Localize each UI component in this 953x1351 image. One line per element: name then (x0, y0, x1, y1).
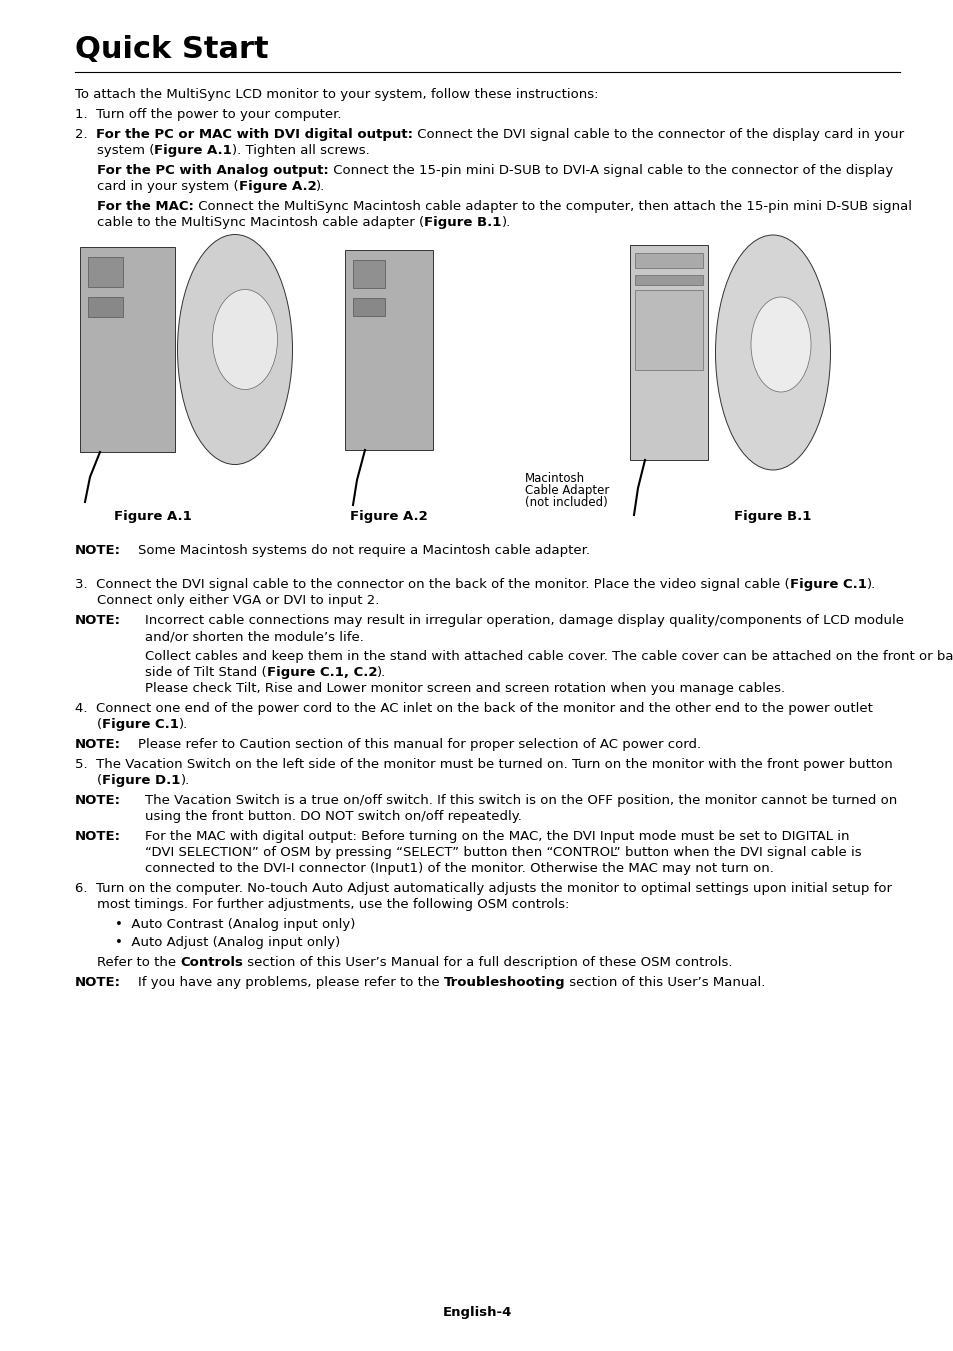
Text: NOTE:: NOTE: (75, 830, 121, 843)
Text: Controls: Controls (180, 957, 243, 969)
Text: Please check Tilt, Rise and Lower monitor screen and screen rotation when you ma: Please check Tilt, Rise and Lower monito… (145, 682, 784, 694)
Ellipse shape (213, 289, 277, 389)
Text: card in your system (: card in your system ( (97, 180, 238, 193)
Text: Figure A.2: Figure A.2 (350, 509, 428, 523)
Text: “DVI SELECTION” of OSM by pressing “SELECT” button then “CONTROL” button when th: “DVI SELECTION” of OSM by pressing “SELE… (145, 846, 861, 859)
Text: 3.  Connect the DVI signal cable to the connector on the back of the monitor. Pl: 3. Connect the DVI signal cable to the c… (75, 578, 789, 590)
Text: ).: ). (179, 717, 188, 731)
Text: ).: ). (180, 774, 190, 788)
Text: Figure B.1: Figure B.1 (734, 509, 811, 523)
Text: Cable Adapter: Cable Adapter (524, 484, 609, 497)
Text: section of this User’s Manual.: section of this User’s Manual. (565, 975, 765, 989)
Text: 6.  Turn on the computer. No-touch Auto Adjust automatically adjusts the monitor: 6. Turn on the computer. No-touch Auto A… (75, 882, 891, 894)
Text: section of this User’s Manual for a full description of these OSM controls.: section of this User’s Manual for a full… (243, 957, 732, 969)
Text: Connect the DVI signal cable to the connector of the display card in your: Connect the DVI signal cable to the conn… (413, 128, 903, 141)
Text: Figure A.1: Figure A.1 (113, 509, 192, 523)
Text: ). Tighten all screws.: ). Tighten all screws. (232, 145, 370, 157)
Text: 2.: 2. (75, 128, 96, 141)
Text: Figure C.1: Figure C.1 (102, 717, 179, 731)
Text: (: ( (97, 717, 102, 731)
Text: Figure C.1, C.2: Figure C.1, C.2 (266, 666, 376, 680)
Text: ).: ). (376, 666, 386, 680)
Text: Connect the MultiSync Macintosh cable adapter to the computer, then attach the 1: Connect the MultiSync Macintosh cable ad… (193, 200, 911, 213)
Text: 1.  Turn off the power to your computer.: 1. Turn off the power to your computer. (75, 108, 341, 122)
Text: Connect the 15-pin mini D-SUB to DVI-A signal cable to the connector of the disp: Connect the 15-pin mini D-SUB to DVI-A s… (329, 163, 892, 177)
Bar (629, 245, 707, 459)
Bar (345, 250, 433, 450)
Text: ).: ). (316, 180, 325, 193)
Text: Please refer to Caution section of this manual for proper selection of AC power : Please refer to Caution section of this … (121, 738, 700, 751)
Text: To attach the MultiSync LCD monitor to your system, follow these instructions:: To attach the MultiSync LCD monitor to y… (75, 88, 598, 101)
Text: Figure D.1: Figure D.1 (102, 774, 180, 788)
Text: cable to the MultiSync Macintosh cable adapter (: cable to the MultiSync Macintosh cable a… (97, 216, 424, 230)
Text: Quick Start: Quick Start (75, 35, 269, 63)
Text: (: ( (97, 774, 102, 788)
Bar (88, 297, 123, 317)
Text: •  Auto Contrast (Analog input only): • Auto Contrast (Analog input only) (115, 917, 355, 931)
Text: Figure A.2: Figure A.2 (238, 180, 316, 193)
Bar (635, 276, 702, 285)
Bar (80, 247, 174, 453)
Text: •  Auto Adjust (Analog input only): • Auto Adjust (Analog input only) (115, 936, 340, 948)
Text: Figure C.1: Figure C.1 (789, 578, 865, 590)
Text: NOTE:: NOTE: (75, 975, 121, 989)
Text: NOTE:: NOTE: (75, 544, 121, 557)
Text: ).: ). (865, 578, 875, 590)
Text: side of Tilt Stand (: side of Tilt Stand ( (145, 666, 266, 680)
Text: and/or shorten the module’s life.: and/or shorten the module’s life. (145, 630, 363, 643)
Bar (353, 259, 385, 288)
Text: Refer to the: Refer to the (97, 957, 180, 969)
Ellipse shape (177, 235, 293, 465)
Text: English-4: English-4 (442, 1306, 511, 1319)
Text: NOTE:: NOTE: (75, 613, 121, 627)
Text: Figure A.1: Figure A.1 (154, 145, 232, 157)
Text: 5.  The Vacation Switch on the left side of the monitor must be turned on. Turn : 5. The Vacation Switch on the left side … (75, 758, 892, 771)
Text: For the PC with Analog output:: For the PC with Analog output: (97, 163, 329, 177)
Bar (353, 299, 385, 316)
Text: Collect cables and keep them in the stand with attached cable cover. The cable c: Collect cables and keep them in the stan… (145, 650, 953, 663)
Text: Macintosh: Macintosh (524, 471, 584, 485)
Text: connected to the DVI-I connector (Input1) of the monitor. Otherwise the MAC may : connected to the DVI-I connector (Input1… (145, 862, 773, 875)
Bar (635, 290, 702, 370)
Ellipse shape (715, 235, 830, 470)
Text: ).: ). (501, 216, 510, 230)
Text: For the PC or MAC with DVI digital output:: For the PC or MAC with DVI digital outpu… (96, 128, 413, 141)
Text: Incorrect cable connections may result in irregular operation, damage display qu: Incorrect cable connections may result i… (145, 613, 903, 627)
Text: For the MAC:: For the MAC: (97, 200, 193, 213)
Text: The Vacation Switch is a true on/off switch. If this switch is on the OFF positi: The Vacation Switch is a true on/off swi… (145, 794, 897, 807)
Text: Connect only either VGA or DVI to input 2.: Connect only either VGA or DVI to input … (97, 594, 379, 607)
Bar (88, 257, 123, 286)
Text: most timings. For further adjustments, use the following OSM controls:: most timings. For further adjustments, u… (97, 898, 569, 911)
Text: 4.  Connect one end of the power cord to the AC inlet on the back of the monitor: 4. Connect one end of the power cord to … (75, 703, 872, 715)
Ellipse shape (750, 297, 810, 392)
Text: NOTE:: NOTE: (75, 794, 121, 807)
Bar (635, 253, 702, 267)
Text: Figure B.1: Figure B.1 (424, 216, 501, 230)
Text: system (: system ( (97, 145, 154, 157)
Text: Troubleshooting: Troubleshooting (443, 975, 565, 989)
Text: If you have any problems, please refer to the: If you have any problems, please refer t… (121, 975, 443, 989)
Text: Some Macintosh systems do not require a Macintosh cable adapter.: Some Macintosh systems do not require a … (121, 544, 589, 557)
Text: For the MAC with digital output: Before turning on the MAC, the DVI Input mode m: For the MAC with digital output: Before … (145, 830, 848, 843)
Text: using the front button. DO NOT switch on/off repeatedly.: using the front button. DO NOT switch on… (145, 811, 521, 823)
Text: (not included): (not included) (524, 496, 607, 509)
Text: NOTE:: NOTE: (75, 738, 121, 751)
